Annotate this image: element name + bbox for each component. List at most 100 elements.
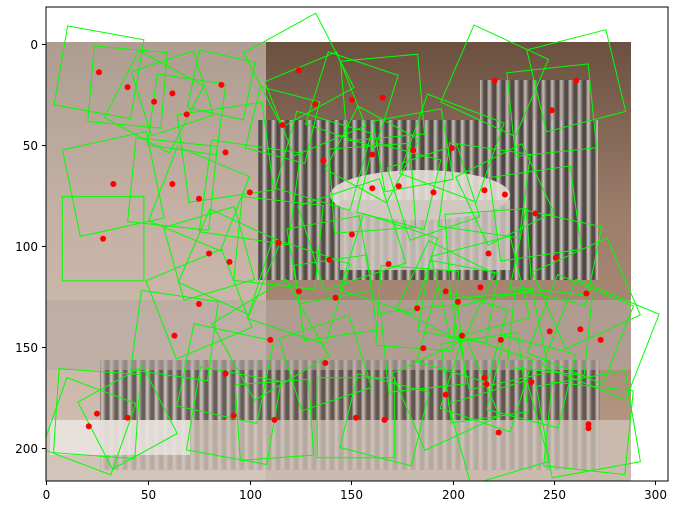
- keypoint-center: [275, 239, 282, 246]
- keypoint-center: [414, 305, 421, 312]
- keypoint-center: [246, 189, 253, 196]
- x-axis: 0 50 100 150 200 250 300: [43, 481, 667, 502]
- keypoint-box: [339, 212, 439, 316]
- keypoint-center: [379, 94, 386, 101]
- keypoint-center: [552, 254, 559, 261]
- keypoint-box: [535, 369, 641, 479]
- keypoint-box: [297, 178, 407, 291]
- keypoint-box: [103, 49, 205, 154]
- keypoint-center: [548, 107, 555, 114]
- keypoint-center: [385, 261, 392, 267]
- keypoint-box: [246, 237, 351, 346]
- keypoint-box: [439, 335, 534, 433]
- keypoint-box: [177, 208, 282, 316]
- keypoint-center: [430, 189, 437, 196]
- keypoint-center: [501, 191, 508, 198]
- keypoint-box: [316, 377, 396, 459]
- keypoint-center: [546, 328, 553, 335]
- keypoint-box: [52, 368, 142, 460]
- keypoint-center: [332, 294, 339, 301]
- keypoint-center: [477, 284, 484, 291]
- y-tick-label: 50: [23, 139, 38, 153]
- keypoint-box: [531, 237, 641, 350]
- keypoint-center: [485, 250, 492, 257]
- keypoint-box: [147, 145, 251, 252]
- photo-mid-band: [46, 300, 631, 370]
- keypoint-box: [356, 142, 442, 231]
- keypoint-center: [583, 290, 590, 297]
- keypoint-box: [278, 314, 373, 412]
- keypoint-center: [348, 96, 355, 103]
- keypoint-box: [386, 143, 481, 241]
- keypoint-box: [543, 381, 634, 476]
- keypoint-box: [244, 86, 321, 164]
- keypoint-box: [61, 196, 145, 282]
- keypoint-box: [186, 49, 256, 121]
- keypoint-center: [481, 187, 488, 194]
- keypoint-box: [372, 108, 454, 193]
- keypoint-box: [176, 101, 275, 203]
- keypoint-box: [185, 366, 282, 466]
- keypoint-center: [230, 412, 237, 419]
- keypoint-box: [541, 278, 660, 401]
- keypoint-center: [442, 288, 449, 295]
- keypoint-box: [46, 376, 137, 476]
- keypoint-center: [100, 235, 107, 242]
- keypoint-center: [326, 256, 333, 263]
- keypoint-center: [183, 111, 190, 118]
- x-tick-label: 100: [239, 488, 262, 502]
- keypoint-box: [417, 259, 499, 344]
- keypoint-center: [597, 336, 604, 343]
- keypoint-center: [532, 210, 539, 217]
- keypoint-center: [169, 90, 176, 97]
- keypoint-box: [375, 264, 460, 352]
- keypoint-box: [339, 373, 430, 467]
- keypoint-box: [61, 130, 165, 237]
- keypoint-center: [271, 416, 278, 423]
- keypoint-center: [151, 98, 158, 105]
- keypoint-box: [455, 143, 555, 246]
- keypoint-box: [440, 24, 550, 138]
- keypoint-center: [222, 149, 229, 156]
- keypoint-center: [528, 379, 535, 385]
- y-tick-label: 200: [15, 442, 38, 456]
- keypoint-box: [145, 248, 253, 360]
- keypoint-box: [127, 137, 218, 231]
- keypoint-center: [169, 181, 176, 187]
- keypoint-box: [488, 165, 583, 262]
- keypoint-center: [206, 250, 213, 257]
- keypoint-center: [495, 429, 502, 436]
- keypoint-box: [211, 278, 330, 401]
- keypoint-box: [130, 289, 219, 382]
- keypoint-center: [196, 301, 202, 307]
- keypoint-center: [585, 425, 592, 432]
- keypoint-box: [526, 29, 627, 133]
- keypoint-center: [454, 298, 461, 305]
- x-tick-label: 150: [340, 488, 363, 502]
- keypoint-box: [53, 25, 145, 120]
- keypoint-center: [420, 345, 427, 352]
- keypoint-center: [85, 423, 92, 430]
- keypoint-center: [267, 336, 274, 343]
- keypoint-center: [226, 258, 233, 265]
- keypoint-points: [85, 67, 604, 436]
- keypoint-center: [322, 360, 329, 366]
- x-tick-label: 300: [644, 488, 667, 502]
- keypoint-center: [348, 231, 355, 238]
- keypoint-box: [437, 142, 532, 239]
- keypoint-center: [171, 332, 178, 339]
- keypoint-center: [353, 414, 359, 421]
- keypoint-box: [163, 205, 256, 302]
- keypoint-box: [395, 240, 496, 343]
- keypoint-center: [124, 84, 131, 91]
- keypoint-box: [339, 53, 426, 142]
- keypoint-box: [430, 235, 531, 339]
- axes-frame: [45, 6, 669, 482]
- y-tick-label: 150: [15, 341, 38, 355]
- keypoint-center: [577, 326, 584, 333]
- keypoint-box: [506, 286, 593, 376]
- keypoint-center: [573, 77, 580, 84]
- keypoint-box: [398, 93, 505, 203]
- x-tick-label: 250: [543, 488, 566, 502]
